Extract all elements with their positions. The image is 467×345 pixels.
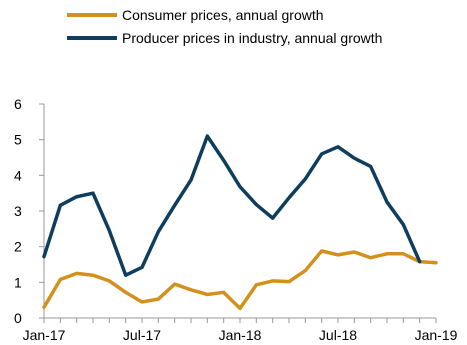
x-tick-label: Jul-17 <box>123 327 161 343</box>
legend-label-consumer: Consumer prices, annual growth <box>122 7 324 23</box>
y-tick-label: 5 <box>14 132 22 148</box>
y-tick-label: 1 <box>14 274 22 290</box>
x-tick-label: Jan-17 <box>23 327 66 343</box>
y-tick-label: 4 <box>14 167 22 183</box>
y-tick-label: 6 <box>14 96 22 112</box>
legend: Consumer prices, annual growth Producer … <box>67 7 382 46</box>
legend-label-producer: Producer prices in industry, annual grow… <box>122 30 382 46</box>
legend-item-consumer: Consumer prices, annual growth <box>67 7 324 23</box>
y-tick-label: 2 <box>14 239 22 255</box>
x-tick-label: Jul-18 <box>319 327 357 343</box>
series-line-consumer-prices <box>42 249 438 311</box>
x-tick-label: Jan-18 <box>219 327 262 343</box>
y-axis: 0 1 2 3 4 5 6 <box>14 96 45 326</box>
y-tick-label: 0 <box>14 310 22 326</box>
y-tick-label: 3 <box>14 203 22 219</box>
series-line-producer-prices <box>42 134 422 277</box>
x-tick-label: Jan-19 <box>415 327 458 343</box>
legend-item-producer: Producer prices in industry, annual grow… <box>67 30 382 46</box>
x-axis: Jan-17 Jul-17 Jan-18 Jul-18 Jan-19 <box>23 317 458 343</box>
plot-area <box>42 134 438 311</box>
